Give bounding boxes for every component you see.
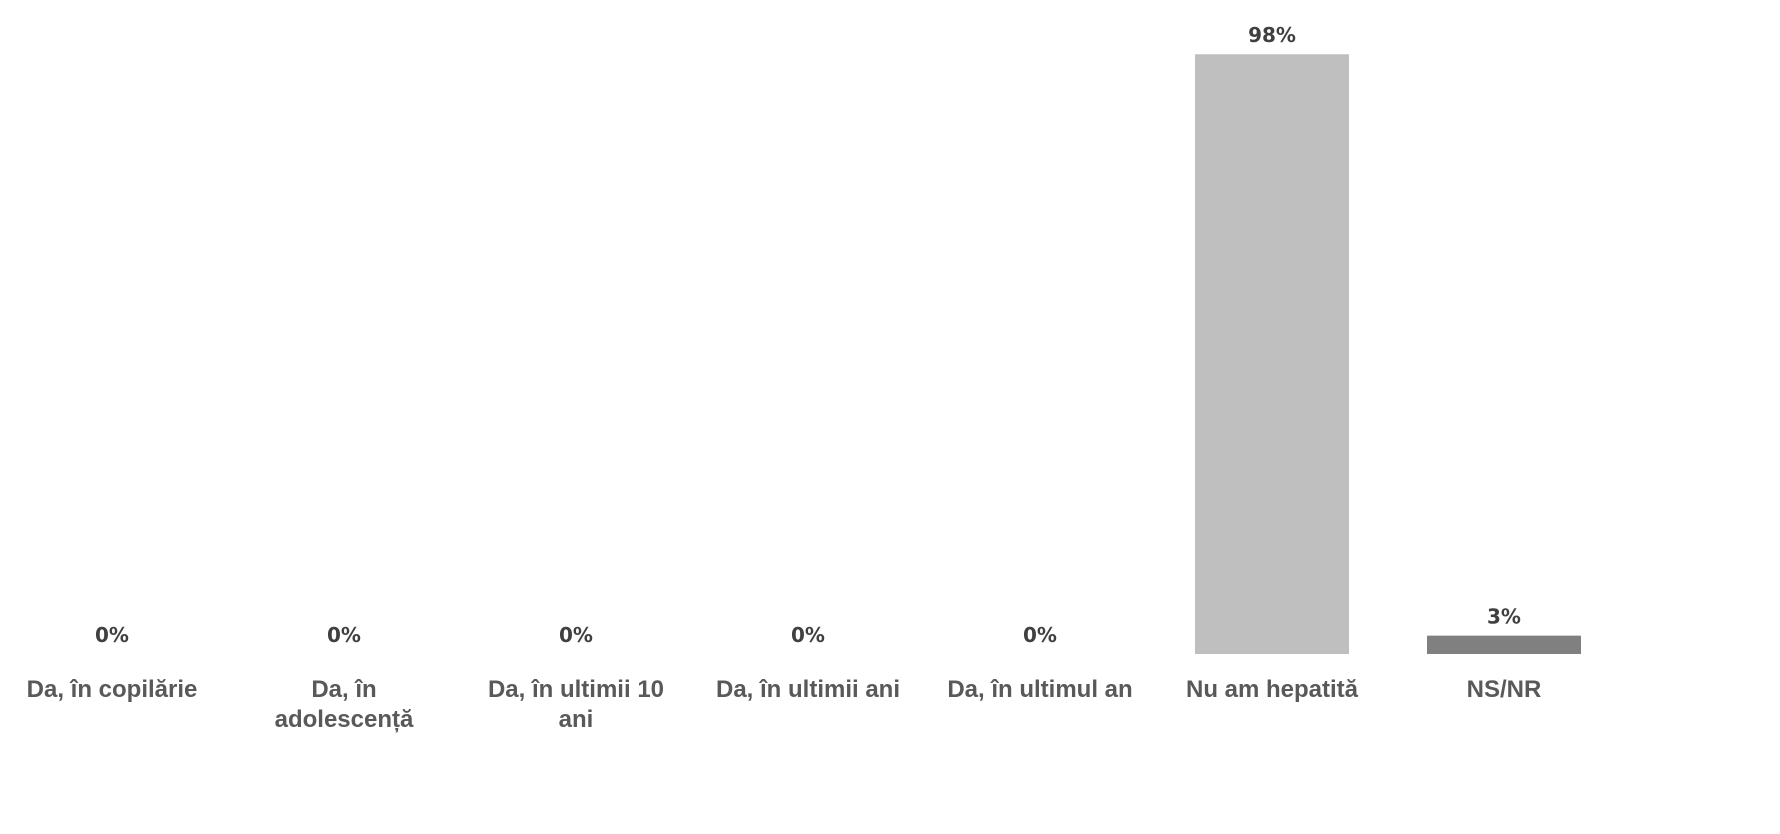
- category-label-5: Nu am hepatită: [1186, 676, 1359, 703]
- category-label-0-line-0: Da, în copilărie: [27, 676, 198, 703]
- value-label-0: 0%: [95, 623, 129, 647]
- category-label-2-line-1: ani: [559, 706, 594, 733]
- bar-5: [1195, 54, 1349, 655]
- value-label-1: 0%: [327, 623, 361, 647]
- category-label-3-line-0: Da, în ultimii ani: [716, 676, 900, 703]
- value-label-6: 3%: [1487, 605, 1521, 629]
- category-label-0: Da, în copilărie: [27, 676, 198, 703]
- value-label-2: 0%: [559, 623, 593, 647]
- value-label-3: 0%: [791, 623, 825, 647]
- category-label-3: Da, în ultimii ani: [716, 676, 900, 703]
- category-label-2: Da, în ultimii 10 ani: [488, 676, 664, 733]
- value-label-4: 0%: [1023, 623, 1057, 647]
- bar-6: [1427, 635, 1581, 654]
- category-label-1-line-1: adolescență: [275, 706, 414, 733]
- value-labels-layer: 0% 0% 0% 0% 0% 98% 3%: [95, 23, 1521, 647]
- category-label-1: Da, în adolescență: [275, 676, 414, 733]
- category-label-4: Da, în ultimul an: [947, 676, 1132, 703]
- category-label-5-line-0: Nu am hepatită: [1186, 676, 1359, 703]
- category-labels-layer: Da, în copilărie Da, în adolescență Da, în …: [27, 676, 1542, 733]
- category-label-6-line-0: NS/NR: [1467, 676, 1542, 703]
- category-label-6: NS/NR: [1467, 676, 1542, 703]
- value-label-5: 98%: [1248, 23, 1296, 47]
- category-label-4-line-0: Da, în ultimul an: [947, 676, 1132, 703]
- category-label-1-line-0: Da, în: [311, 676, 376, 703]
- category-label-2-line-0: Da, în ultimii 10: [488, 676, 664, 703]
- bars-layer: [1195, 54, 1581, 655]
